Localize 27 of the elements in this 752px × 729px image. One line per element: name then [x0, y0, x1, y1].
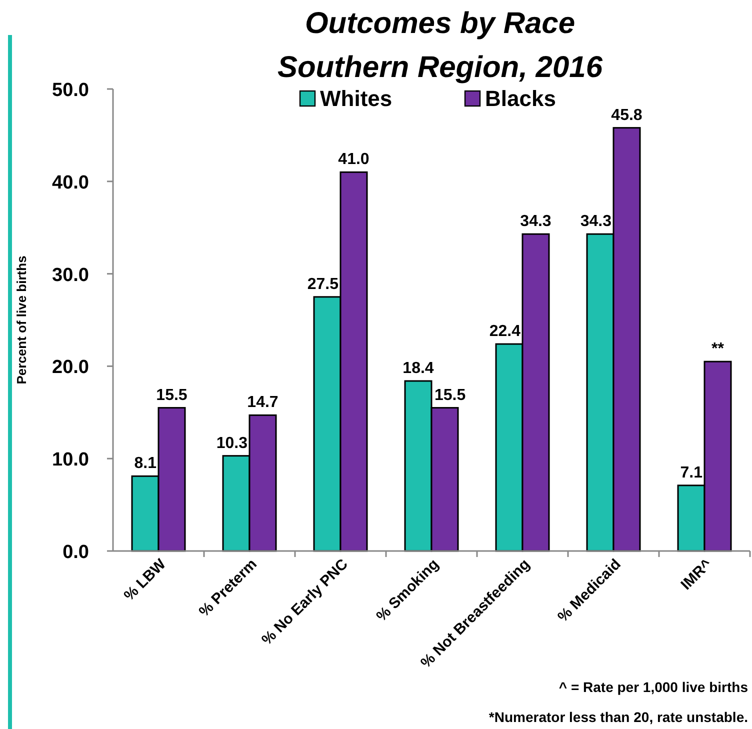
data-label: 34.3 — [580, 213, 612, 230]
chart-subtitle: Southern Region, 2016 — [277, 51, 603, 84]
text: *Numerator less than 20, rate unstable. — [488, 709, 748, 725]
data-label: 22.4 — [489, 323, 521, 340]
y-tick-label: 30.0 — [52, 264, 89, 286]
data-label: 15.5 — [434, 386, 466, 404]
y-tick-label: 0.0 — [62, 542, 89, 563]
data-label: 45.8 — [611, 106, 642, 124]
data-label: 10.3 — [216, 434, 248, 452]
chart-title: Outcomes by Race — [304, 7, 576, 40]
data-label: ** — [712, 340, 725, 358]
data-label: 18.4 — [402, 360, 434, 377]
data-label: 34.3 — [520, 213, 552, 230]
data-label: 41.0 — [338, 151, 370, 168]
y-tick-label: 40.0 — [52, 172, 89, 194]
y-tick-label: 50.0 — [52, 80, 89, 101]
y-axis-title: Percent of live births — [14, 256, 29, 384]
y-tick-label: 10.0 — [52, 450, 89, 471]
legend-label: Blacks — [485, 86, 556, 111]
legend-label: Whites — [320, 86, 392, 111]
data-label: 14.7 — [247, 394, 278, 412]
data-label: 8.1 — [134, 455, 157, 472]
text: ^ = Rate per 1,000 live births — [558, 679, 748, 695]
data-label: 7.1 — [680, 464, 703, 482]
y-tick-label: 20.0 — [52, 357, 89, 378]
data-label: 27.5 — [307, 276, 339, 293]
data-label: 15.5 — [156, 386, 188, 404]
